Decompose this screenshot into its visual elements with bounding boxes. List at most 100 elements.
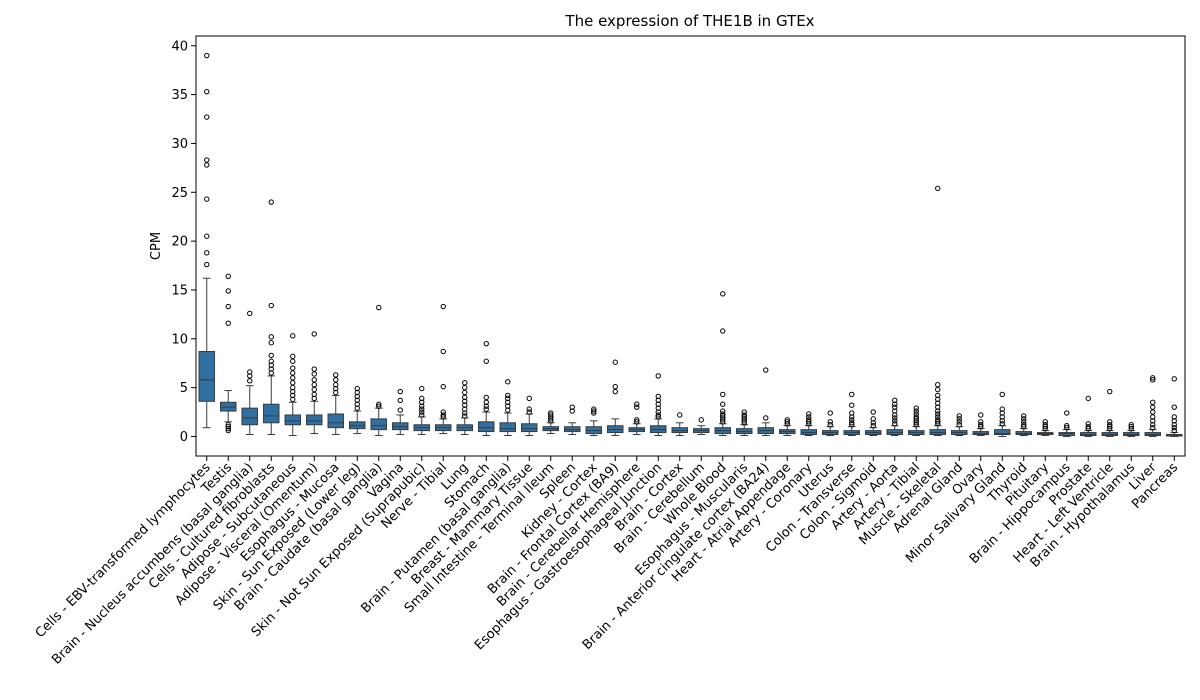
outlier-point: [1150, 409, 1156, 415]
outlier-point: [419, 409, 425, 415]
outlier-point: [677, 412, 683, 418]
outlier-point: [1021, 422, 1027, 428]
box-group: [650, 373, 667, 436]
outlier-point: [1085, 423, 1091, 430]
outlier-point: [698, 417, 704, 423]
outlier-point: [290, 358, 296, 364]
outlier-point: [1150, 377, 1156, 383]
outlier-point: [892, 397, 898, 404]
outlier-point: [1107, 419, 1113, 425]
outlier-point: [290, 333, 296, 339]
y-axis: 0 5 10 15 20 25 30 35 40: [171, 39, 196, 445]
box-group: [714, 291, 731, 436]
outlier-point: [935, 411, 941, 417]
outlier-point: [1107, 388, 1113, 395]
outlier-point: [956, 419, 962, 425]
outlier-point: [741, 409, 747, 415]
outlier-point: [311, 381, 317, 388]
box-group: [671, 412, 688, 436]
outlier-point: [268, 199, 274, 205]
outlier-point: [591, 408, 597, 414]
y-tick-label: 15: [171, 283, 188, 298]
outlier-point: [505, 379, 511, 385]
box-group: [284, 333, 301, 436]
outlier-point: [419, 395, 425, 402]
outlier-point: [612, 388, 618, 395]
box-iqr: [994, 429, 1011, 436]
outlier-point: [333, 372, 339, 378]
box-group: [263, 199, 280, 436]
outlier-point: [720, 328, 726, 334]
box-group: [843, 391, 860, 436]
box-group: [607, 359, 624, 436]
y-tick-label: 30: [171, 137, 188, 152]
outlier-point: [634, 401, 640, 407]
outlier-point: [870, 416, 876, 422]
outlier-point: [1128, 422, 1134, 428]
box-group: [628, 401, 645, 436]
outlier-point: [1150, 424, 1156, 431]
outlier-point: [354, 385, 360, 392]
outlier-point: [935, 381, 941, 388]
outlier-point: [440, 303, 446, 310]
outlier-point: [333, 377, 339, 383]
outlier-point: [1042, 422, 1048, 428]
outlier-point: [397, 407, 403, 413]
box-group: [800, 411, 817, 436]
outlier-point: [999, 391, 1005, 398]
outlier-point: [1171, 427, 1177, 434]
outlier-point: [806, 417, 812, 423]
outlier-point: [225, 422, 231, 428]
outlier-point: [462, 380, 468, 386]
outlier-point: [913, 408, 919, 414]
outlier-point: [311, 386, 317, 393]
box-group: [413, 385, 430, 436]
box-group: [241, 310, 258, 436]
outlier-point: [311, 366, 317, 372]
x-axis: Cells - EBV-transformed lymphocytesTesti…: [33, 456, 1181, 668]
outlier-point: [505, 395, 511, 402]
outlier-point: [720, 408, 726, 414]
outlier-point: [612, 383, 618, 390]
outlier-point: [204, 233, 210, 239]
outlier-point: [978, 419, 984, 425]
outlier-point: [763, 415, 769, 421]
outlier-point: [268, 334, 274, 340]
outlier-point: [870, 409, 876, 415]
outlier-point: [1085, 395, 1091, 402]
outlier-point: [892, 421, 898, 427]
outlier-point: [999, 421, 1005, 427]
outlier-point: [956, 416, 962, 422]
box-iqr: [241, 407, 258, 426]
outlier-point: [913, 411, 919, 417]
outlier-point: [978, 422, 984, 428]
box-group: [1037, 419, 1054, 436]
outlier-point: [935, 185, 941, 192]
outlier-point: [462, 413, 468, 419]
outlier-point: [999, 406, 1005, 412]
outlier-point: [548, 410, 554, 416]
outlier-point: [204, 261, 210, 268]
box-group: [1166, 376, 1183, 437]
outlier-point: [655, 373, 661, 379]
outlier-point: [935, 386, 941, 393]
y-tick-label: 10: [171, 332, 188, 347]
outlier-point: [634, 404, 640, 410]
outlier-point: [268, 339, 274, 346]
outlier-point: [268, 302, 274, 309]
outlier-point: [505, 392, 511, 399]
outlier-point: [204, 250, 210, 256]
outlier-point: [763, 367, 769, 373]
outlier-point: [290, 380, 296, 386]
box-group: [370, 304, 387, 436]
outlier-point: [225, 273, 231, 279]
outlier-point: [849, 402, 855, 408]
box-group: [327, 372, 344, 436]
outlier-point: [591, 406, 597, 412]
outlier-point: [849, 420, 855, 426]
outlier-point: [1064, 423, 1070, 429]
outlier-point: [720, 291, 726, 297]
box-group: [1123, 422, 1140, 437]
box-iqr: [263, 403, 280, 424]
box-iqr: [499, 422, 516, 433]
